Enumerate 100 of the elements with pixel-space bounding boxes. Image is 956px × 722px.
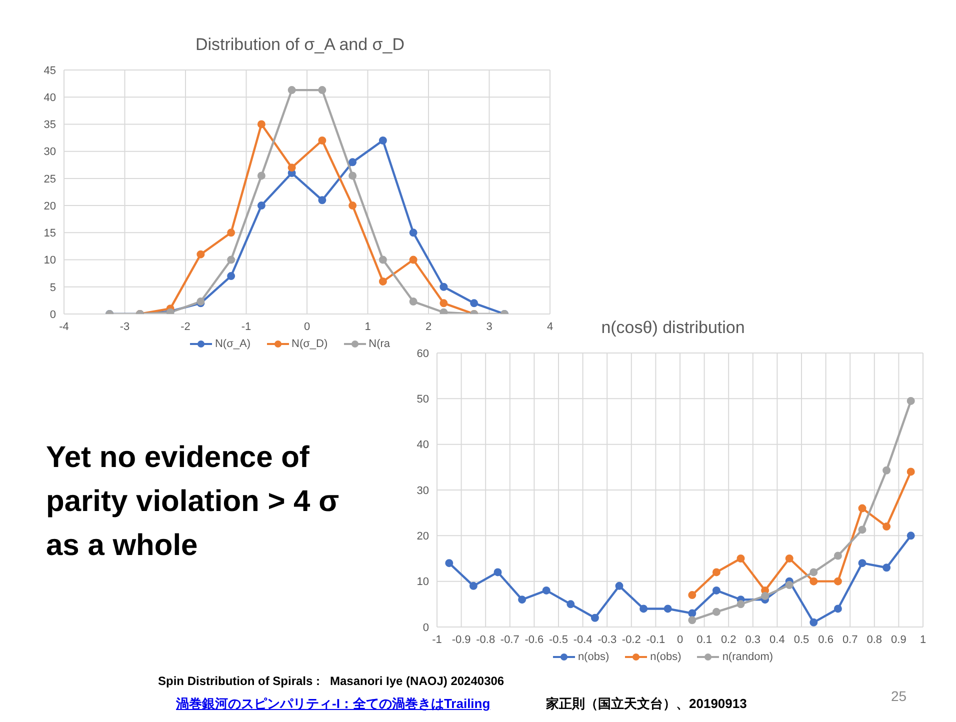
x-tick-label: 0: [676, 634, 684, 646]
point: [736, 554, 745, 562]
point: [712, 586, 720, 594]
point: [409, 256, 418, 264]
point: [288, 86, 296, 94]
x-tick-label: -0.7: [500, 634, 520, 646]
point: [566, 600, 575, 608]
x-tick-label: -0.8: [476, 634, 496, 646]
y-tick-label: 35: [44, 119, 56, 132]
point: [440, 308, 448, 314]
legend-label: N(σ_D): [292, 338, 328, 350]
point: [736, 600, 745, 608]
x-tick-label: -0.5: [549, 634, 568, 646]
x-tick-label: 0.4: [770, 634, 785, 646]
point: [882, 564, 891, 572]
point: [688, 591, 696, 600]
point: [494, 568, 502, 576]
point: [785, 554, 794, 562]
x-tick-label: 0.5: [794, 634, 810, 646]
point: [318, 86, 326, 94]
x-tick-label: 2: [425, 320, 432, 333]
point: [470, 299, 478, 308]
point: [834, 604, 842, 613]
y-tick-label: 5: [50, 282, 56, 294]
y-tick-label: 50: [416, 394, 429, 406]
point: [378, 136, 387, 144]
y-tick-label: 0: [50, 308, 56, 321]
point: [810, 568, 818, 576]
point: [257, 120, 266, 128]
point: [518, 596, 526, 604]
point: [227, 272, 236, 280]
x-tick-label: 3: [486, 320, 492, 333]
point: [640, 604, 648, 613]
x-tick-label: -3: [120, 320, 130, 333]
x-tick-label: 0: [304, 320, 310, 333]
x-tick-label: 4: [546, 320, 554, 333]
x-tick-label: -0.2: [622, 634, 641, 646]
point: [785, 580, 794, 589]
point: [257, 202, 266, 210]
point: [288, 164, 296, 172]
x-tick-label: -1: [432, 634, 442, 646]
y-tick-label: 0: [422, 622, 429, 634]
y-tick-label: 20: [416, 530, 429, 543]
text: Yet no evidence of parity violation > 4 σ as a whole: [46, 440, 340, 564]
text: Spin Distribution of Spirals : Masanori Iye (NAOJ) 20240306: [158, 674, 504, 688]
x-tick-label: -0.1: [646, 634, 666, 646]
point: [227, 256, 236, 264]
x-tick-label: -0.3: [598, 634, 617, 646]
point: [590, 614, 599, 622]
point: [906, 468, 915, 476]
point: [858, 504, 866, 512]
x-tick-label: -2: [180, 320, 190, 333]
y-tick-label: 40: [416, 439, 429, 452]
point: [882, 466, 891, 474]
y-tick-label: 30: [44, 146, 56, 158]
point: [712, 608, 720, 616]
point: [712, 568, 720, 576]
point: [906, 532, 915, 540]
y-tick-label: 15: [44, 228, 56, 240]
legend-label: n(obs): [650, 651, 682, 663]
legend-label: N(σ_A): [214, 338, 250, 350]
point: [378, 256, 387, 264]
point: [882, 522, 891, 531]
point: [688, 616, 696, 624]
point: [810, 618, 818, 626]
y-tick-label: 45: [44, 64, 56, 77]
point: [227, 228, 236, 237]
x-tick-label: -0.6: [524, 634, 544, 646]
point: [348, 158, 357, 166]
point: [409, 298, 418, 306]
point: [664, 604, 672, 613]
x-tick-label: 1: [364, 320, 371, 333]
point: [688, 609, 696, 618]
point: [409, 228, 418, 237]
y-tick-label: 25: [44, 173, 56, 186]
point: [858, 526, 866, 534]
x-tick-label: 0.2: [720, 634, 736, 646]
x-tick-label: 0.3: [745, 634, 761, 646]
x-tick-label: -1: [241, 320, 252, 333]
point: [834, 552, 842, 560]
point: [440, 299, 448, 308]
y-tick-label: 20: [44, 200, 56, 212]
x-tick-label: 0.1: [696, 634, 712, 646]
x-tick-label: -4: [59, 320, 69, 333]
x-tick-label: 0.8: [866, 634, 882, 646]
legend-label: n(random): [722, 651, 774, 663]
x-tick-label: -0.4: [573, 634, 592, 646]
x-tick-label: 0.9: [891, 634, 906, 646]
point: [615, 582, 624, 590]
point: [196, 250, 205, 258]
point: [834, 577, 842, 586]
x-tick-label: 0.7: [842, 634, 858, 646]
point: [348, 172, 357, 180]
legend-label: N(ra: [368, 338, 390, 350]
y-tick-label: 60: [416, 348, 429, 360]
chart-title: Distribution of σ_A and σ_D: [194, 34, 406, 56]
point: [445, 559, 454, 568]
point: [858, 559, 866, 568]
point: [761, 592, 770, 600]
point: [469, 582, 478, 590]
